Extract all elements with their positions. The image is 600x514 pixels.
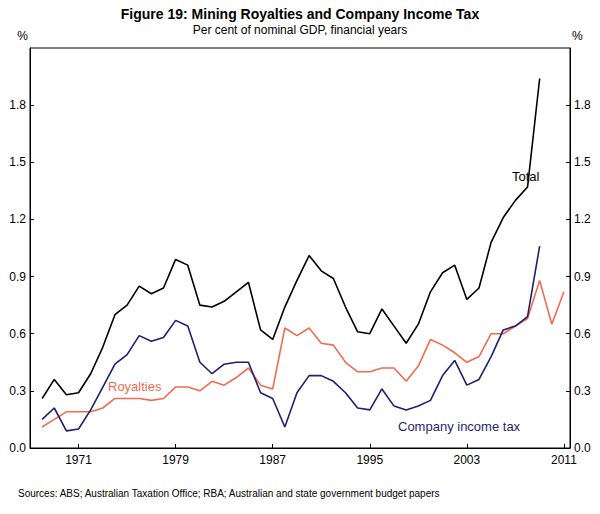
svg-text:0.0: 0.0 [9,441,26,455]
svg-text:2011: 2011 [551,453,577,467]
svg-text:1979: 1979 [162,453,189,467]
svg-text:Figure 19: Mining Royalties an: Figure 19: Mining Royalties and Company … [121,6,480,22]
svg-text:0.0: 0.0 [574,441,591,455]
svg-text:1971: 1971 [65,453,92,467]
svg-text:0.9: 0.9 [574,270,591,284]
svg-text:1.2: 1.2 [9,212,26,226]
svg-text:1.2: 1.2 [574,212,591,226]
svg-text:1.5: 1.5 [9,155,26,169]
svg-text:1.8: 1.8 [574,98,591,112]
svg-text:0.6: 0.6 [9,327,26,341]
svg-text:0.6: 0.6 [574,327,591,341]
svg-text:Sources: ABS; Australian Taxat: Sources: ABS; Australian Taxation Office… [18,488,440,499]
svg-text:Per cent of nominal GDP, finan: Per cent of nominal GDP, financial years [193,23,408,37]
svg-text:0.3: 0.3 [574,384,591,398]
svg-text:Company income tax: Company income tax [398,419,521,434]
svg-text:Total: Total [512,169,540,184]
svg-text:0.3: 0.3 [9,384,26,398]
svg-text:1987: 1987 [259,453,286,467]
svg-text:1995: 1995 [356,453,383,467]
svg-text:1.5: 1.5 [574,155,591,169]
svg-text:0.9: 0.9 [9,270,26,284]
svg-text:1.8: 1.8 [9,98,26,112]
svg-text:%: % [572,29,583,43]
svg-text:%: % [17,29,28,43]
svg-text:2003: 2003 [454,453,481,467]
svg-text:Royalties: Royalties [108,379,162,394]
